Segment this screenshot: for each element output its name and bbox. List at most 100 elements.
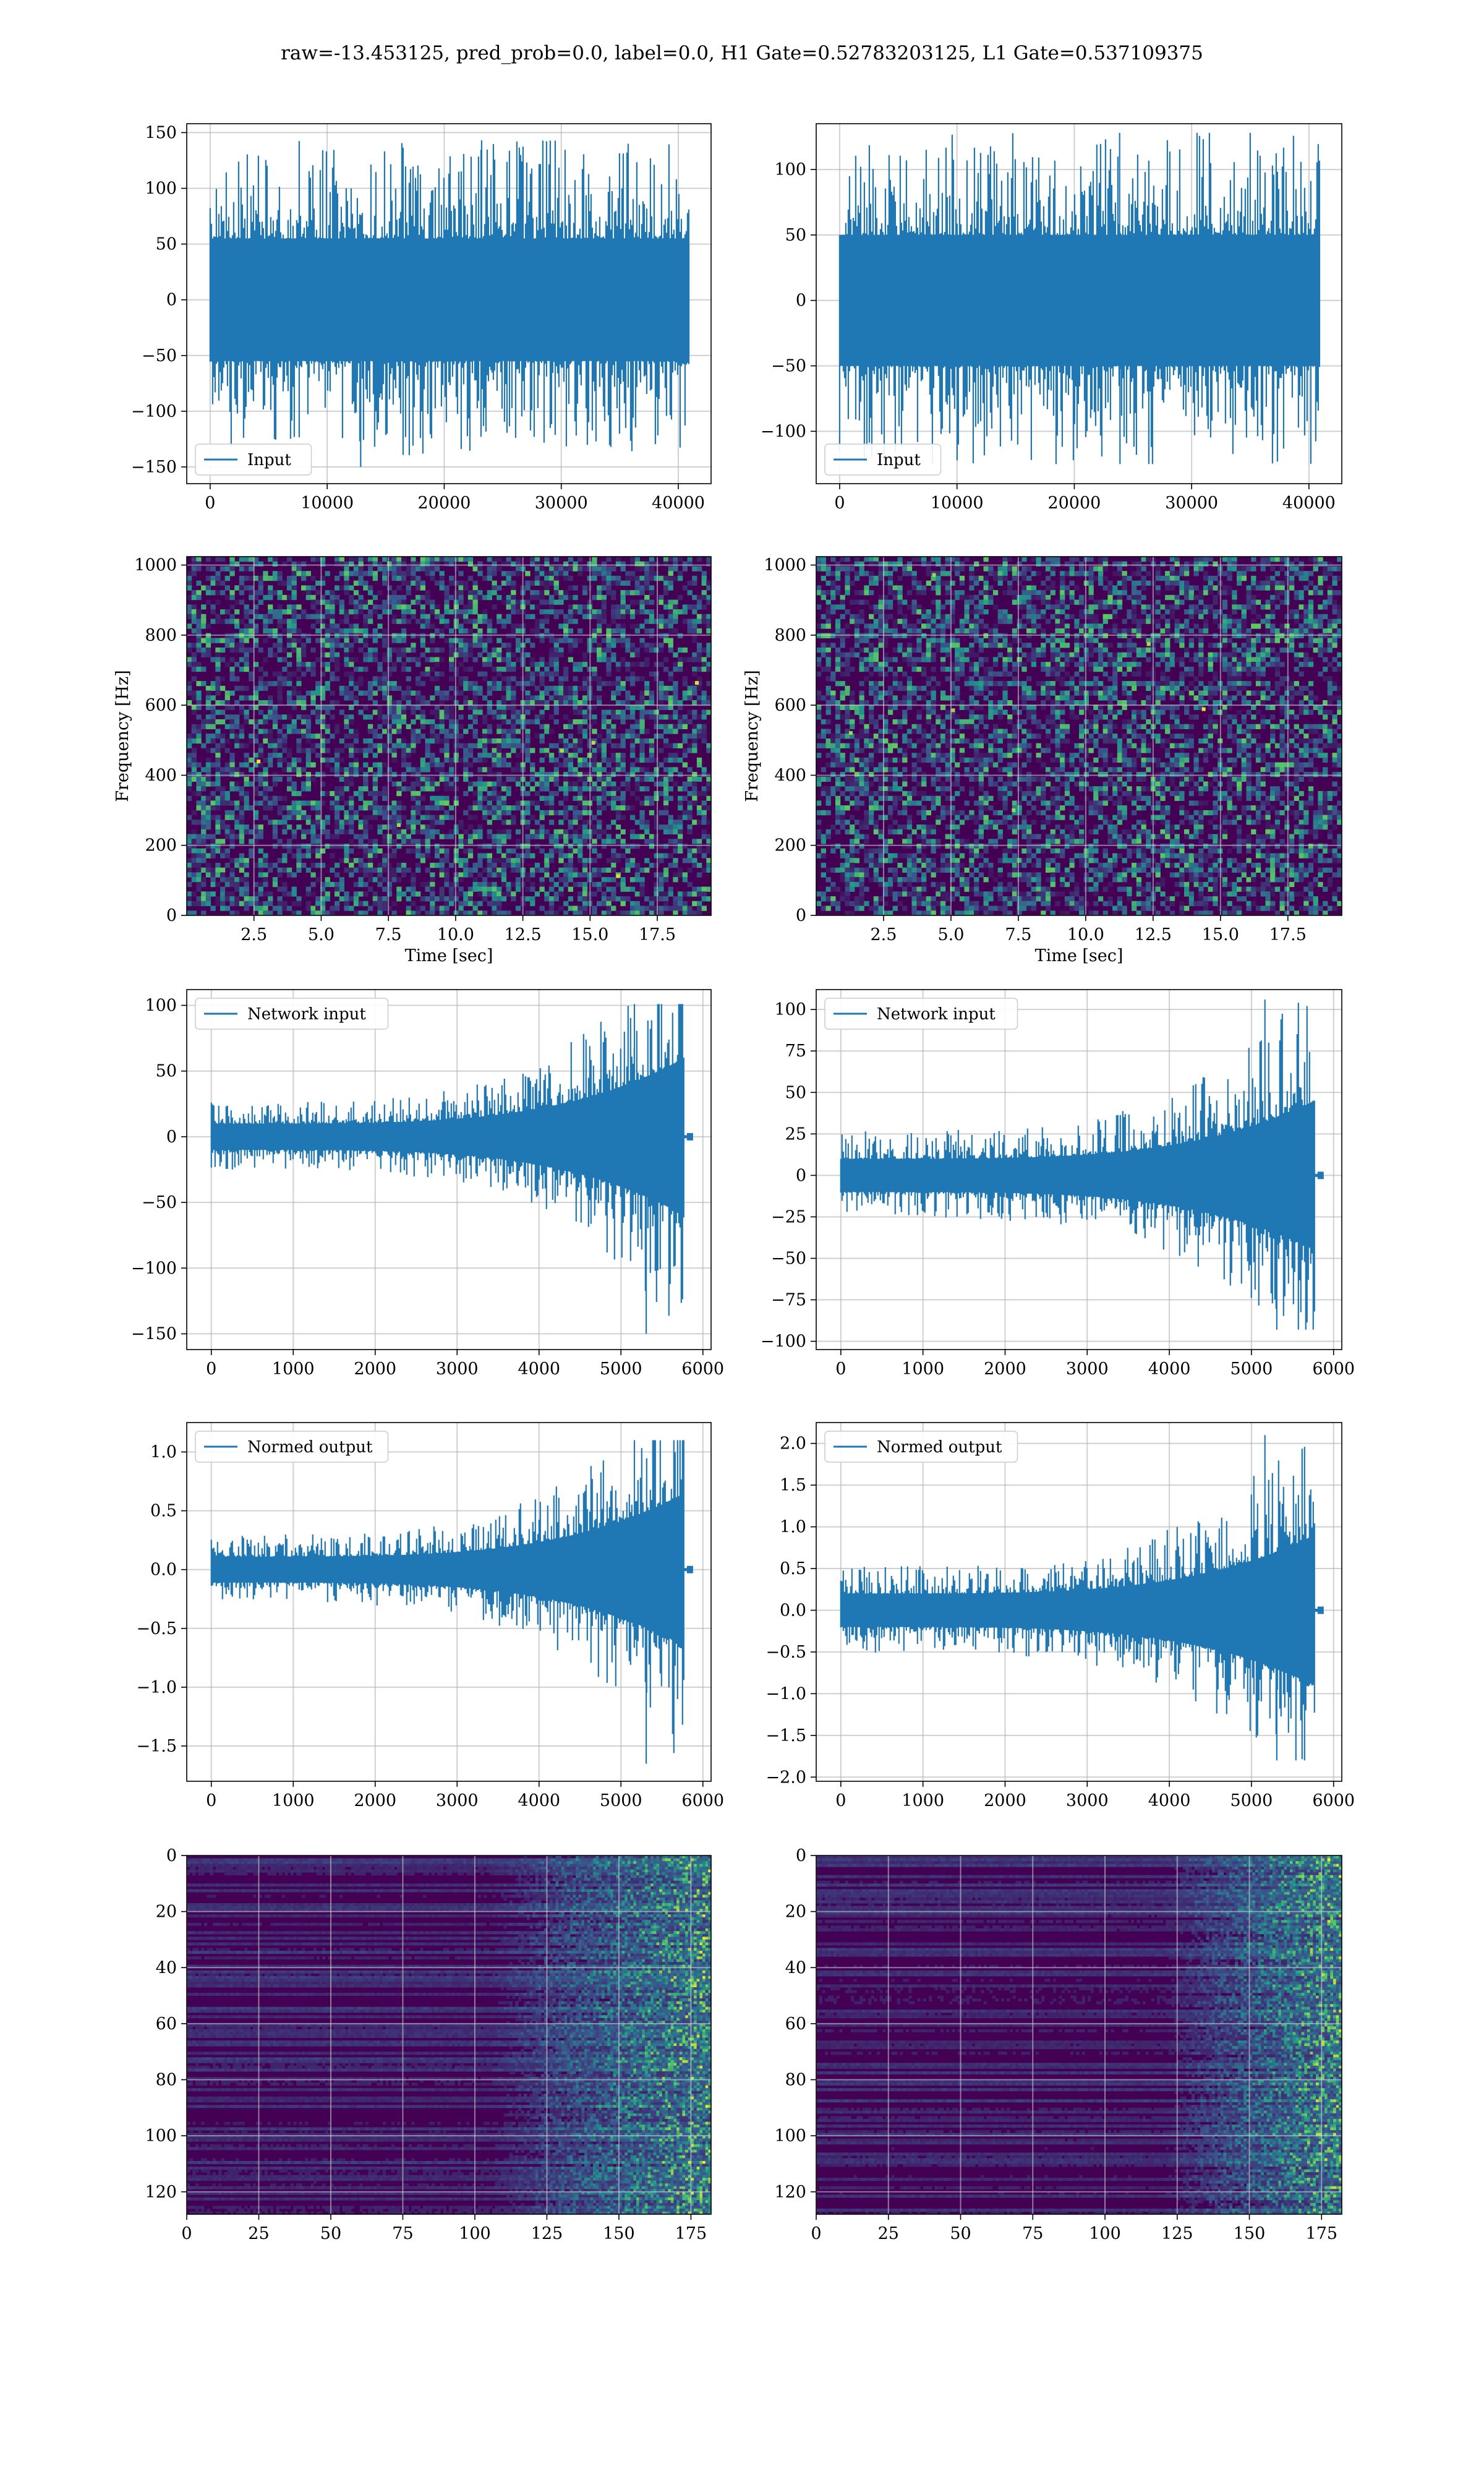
h1-spectrogram-grid	[187, 557, 711, 916]
l1-feature-map-xtick-label: 25	[878, 2224, 899, 2243]
h1-normed-output-ytick-label: −1.5	[136, 1737, 177, 1756]
h1-network-input-chart: 0 1000 2000 3000 4000 5000 6000 −150 −100 −50 0 50 1…	[131, 989, 724, 1379]
h1-feature-map-ytick-label: 80	[156, 2071, 177, 2090]
h1-feature-map-ytick-label: 100	[145, 2126, 177, 2146]
l1-spectrogram-heatmap-cells	[816, 557, 1342, 915]
h1-input-ytick-label: 100	[145, 179, 177, 199]
l1-network-input-ytick-label: −25	[771, 1207, 806, 1226]
l1-normed-output-series-line	[840, 1435, 1324, 1761]
h1-input-xtick-label: 10000	[301, 494, 354, 513]
l1-spectrogram-xtick-label: 2.5	[870, 925, 897, 944]
l1-network-input-xtick-label: 0	[835, 1359, 846, 1379]
h1-input-xtick-label: 40000	[652, 494, 705, 513]
h1-network-input-xtick-label: 2000	[354, 1359, 396, 1379]
l1-spectrogram-xtick-label: 12.5	[1135, 925, 1172, 944]
l1-normed-output-axes-frame	[816, 1422, 1342, 1782]
l1-normed-output-xtick-label: 2000	[984, 1791, 1026, 1810]
h1-feature-map-ytick-label: 40	[156, 1958, 177, 1977]
h1-normed-output-ytick-label: 0.0	[150, 1560, 177, 1580]
l1-input-xtick-label: 40000	[1282, 494, 1336, 513]
h1-network-input-ytick-label: −100	[131, 1259, 177, 1278]
h1-normed-output-axes-frame	[186, 1422, 712, 1782]
l1-network-input-ytick-label: −50	[771, 1249, 806, 1268]
l1-feature-map-ytick-label: 40	[785, 1958, 806, 1977]
h1-feature-map-xtick-label: 125	[531, 2224, 563, 2243]
h1-normed-output-xtick-label: 2000	[354, 1791, 396, 1810]
h1-normed-output-ytick-label: −1.0	[136, 1678, 177, 1697]
l1-spectrogram-xtick-label: 10.0	[1067, 925, 1104, 944]
l1-input-chart: 0 10000 20000 30000 40000 −100 −50 0 50 100 Input	[761, 123, 1342, 513]
h1-network-input-ytick-label: −50	[142, 1193, 177, 1212]
l1-network-input-chart: 0 1000 2000 3000 4000 5000 6000 −100 −75 −50 −25 0 2…	[761, 989, 1355, 1379]
h1-feature-map-xtick-label: 100	[459, 2224, 491, 2243]
l1-spectrogram-axes-frame	[816, 556, 1342, 916]
l1-network-input-ytick-label: 75	[785, 1042, 806, 1061]
h1-normed-output-ytick-label: 0.5	[150, 1502, 177, 1521]
h1-input-series-line	[209, 140, 690, 467]
l1-input-ytick-label: 50	[785, 226, 806, 245]
h1-feature-map-axes-frame	[186, 1855, 712, 2215]
h1-spectrogram-axes-frame	[186, 556, 712, 916]
l1-spectrogram-ytick-label: 600	[774, 696, 806, 715]
l1-network-input-xtick-label: 3000	[1066, 1359, 1109, 1379]
l1-network-input-xtick-label: 4000	[1148, 1359, 1191, 1379]
l1-feature-map-xtick-label: 100	[1089, 2224, 1121, 2243]
h1-network-input-legend: Network input	[195, 998, 389, 1030]
l1-network-input-legend: Network input	[824, 998, 1018, 1030]
l1-network-input-legend-label: Network input	[877, 1005, 996, 1024]
l1-normed-output-ytick-label: −1.0	[765, 1684, 806, 1703]
h1-normed-output-xtick-label: 5000	[600, 1791, 642, 1810]
l1-spectrogram-xtick-label: 7.5	[1005, 925, 1031, 944]
l1-spectrogram-ytick-label: 800	[774, 626, 806, 645]
l1-spectrogram-ytick-label: 200	[774, 836, 806, 855]
h1-normed-output-series-line	[210, 1440, 693, 1764]
h1-feature-map-xtick-label: 75	[392, 2224, 413, 2243]
l1-network-input-axes-frame	[816, 989, 1342, 1350]
l1-spectrogram-chart: 2.5 5.0 7.5 10.0 12.5 15.0 17.5 0 200 400 600 800 10…	[743, 556, 1342, 965]
l1-normed-output-ytick-label: −1.5	[765, 1726, 806, 1745]
h1-spectrogram-ytick-label: 600	[145, 696, 177, 715]
h1-normed-output-xtick-label: 6000	[681, 1791, 724, 1810]
l1-normed-output-xtick-label: 3000	[1066, 1791, 1109, 1810]
l1-input-ytick-label: 0	[796, 291, 806, 310]
h1-network-input-ytick-label: 0	[166, 1128, 177, 1147]
h1-feature-map-xtick-label: 50	[320, 2224, 341, 2243]
l1-feature-map-ytick-label: 60	[785, 2014, 806, 2034]
l1-network-input-ytick-label: 0	[796, 1166, 806, 1185]
l1-network-input-xtick-label: 6000	[1312, 1359, 1355, 1379]
h1-input-ytick-label: 50	[156, 235, 177, 254]
l1-feature-map-heatmap-cells	[816, 1856, 1342, 2214]
h1-spectrogram-xtick-label: 15.0	[571, 925, 608, 944]
h1-input-xtick-label: 30000	[535, 494, 588, 513]
h1-network-input-xtick-label: 3000	[436, 1359, 479, 1379]
figure-title: raw=-13.453125, pred_prob=0.0, label=0.0…	[0, 42, 1484, 64]
l1-feature-map-xtick-label: 0	[811, 2224, 821, 2243]
l1-normed-output-xtick-label: 1000	[902, 1791, 944, 1810]
l1-input-ytick-label: −50	[771, 357, 806, 376]
l1-normed-output-ytick-label: 2.0	[780, 1434, 806, 1453]
l1-input-xtick-label: 10000	[931, 494, 984, 513]
l1-network-input-ytick-label: −100	[761, 1332, 806, 1351]
l1-network-input-ytick-label: 50	[785, 1083, 806, 1102]
h1-spectrogram-xtick-label: 12.5	[505, 925, 542, 944]
h1-normed-output-xtick-label: 4000	[518, 1791, 560, 1810]
h1-feature-map-xtick-label: 0	[181, 2224, 192, 2243]
h1-network-input-ytick-label: 50	[156, 1062, 177, 1081]
h1-normed-output-xtick-label: 0	[206, 1791, 216, 1810]
l1-feature-map-chart: 0 25 50 75 100 125 150 175 0 20 40 60 80 100 120	[774, 1846, 1342, 2243]
h1-spectrogram-xtick-label: 17.5	[639, 925, 676, 944]
l1-feature-map-xtick-label: 75	[1022, 2224, 1043, 2243]
l1-network-input-xtick-label: 1000	[902, 1359, 944, 1379]
h1-feature-map-xtick-label: 175	[675, 2224, 707, 2243]
h1-input-xtick-label: 20000	[417, 494, 471, 513]
h1-spectrogram-xtick-label: 2.5	[241, 925, 267, 944]
l1-input-legend-label: Input	[877, 451, 921, 469]
h1-input-ytick-label: 150	[145, 123, 177, 142]
h1-feature-map-chart: 0 25 50 75 100 125 150 175 0 20 40 60 80 100 120	[145, 1846, 712, 2243]
h1-feature-map-ytick-label: 60	[156, 2014, 177, 2034]
h1-input-legend: Input	[195, 443, 312, 476]
l1-feature-map-ytick-label: 120	[774, 2183, 806, 2202]
h1-spectrogram-xtick-label: 10.0	[437, 925, 474, 944]
l1-feature-map-ytick-label: 20	[785, 1903, 806, 1922]
l1-normed-output-chart: 0 1000 2000 3000 4000 5000 6000 −2.0 −1.5 −1.0 −0.…	[765, 1422, 1355, 1810]
